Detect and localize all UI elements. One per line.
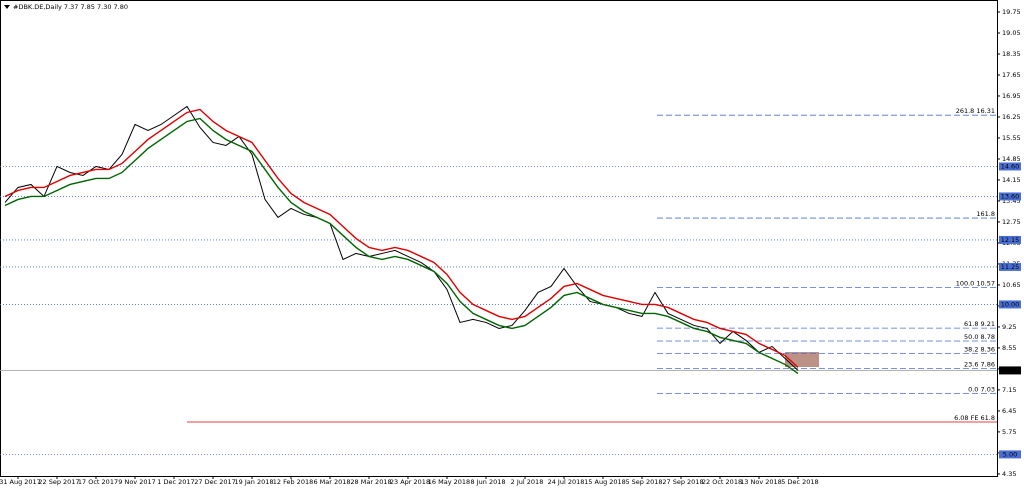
level-label: 14.60 xyxy=(1001,162,1020,170)
level-label: 10.00 xyxy=(1001,300,1020,308)
plot-frame xyxy=(0,0,998,477)
y-tick-label: 14.85 xyxy=(1002,155,1021,163)
y-tick-label: 18.35 xyxy=(1002,50,1021,58)
chart-title: #DBK.DE,Daily 7.37 7.85 7.30 7.80 xyxy=(13,3,128,11)
price-label: 7.80 xyxy=(1003,366,1017,374)
fib-label: 23.6 7.86 xyxy=(964,361,995,369)
level-label: 13.60 xyxy=(1001,192,1020,200)
level-tag xyxy=(999,300,1021,309)
fib-label: 261.8 16.31 xyxy=(956,107,995,115)
x-tick-label: 24 Jul 2018 xyxy=(548,478,585,486)
y-tick-label: 16.95 xyxy=(1002,92,1021,100)
menu-triangle xyxy=(4,5,10,9)
x-tick-label: 5 Dec 2018 xyxy=(781,478,818,486)
y-tick-label: 17.65 xyxy=(1002,71,1021,79)
level-tag xyxy=(999,450,1021,459)
y-tick-label: 16.25 xyxy=(1002,113,1021,121)
x-tick-label: 27 Sep 2018 xyxy=(662,478,703,486)
expansion-label: 6.08 FE 61.8 xyxy=(954,414,995,422)
y-tick-label: 19.05 xyxy=(1002,29,1021,37)
x-tick-label: 19 Jan 2018 xyxy=(235,478,274,486)
x-tick-label: 16 May 2018 xyxy=(428,478,470,486)
level-tag xyxy=(999,262,1021,271)
x-tick-label: 6 Mar 2018 xyxy=(313,478,350,486)
y-tick-label: 4.35 xyxy=(1002,470,1016,478)
level-label: 5.00 xyxy=(1003,450,1017,458)
series-line xyxy=(4,108,799,368)
y-tick-label: 14.15 xyxy=(1002,176,1021,184)
y-tick-label: 19.75 xyxy=(1002,8,1021,16)
price-tag xyxy=(999,366,1021,375)
x-tick-label: 23 Apr 2018 xyxy=(390,478,430,486)
x-tick-label: 8 Jun 2018 xyxy=(471,478,506,486)
series-line xyxy=(4,117,799,374)
x-tick-label: 13 Nov 2018 xyxy=(740,478,782,486)
x-tick-label: 1 Dec 2017 xyxy=(157,478,194,486)
level-tag xyxy=(999,235,1021,244)
x-tick-label: 15 Aug 2018 xyxy=(584,478,626,486)
series-line xyxy=(4,105,799,371)
x-tick-label: 12 Feb 2018 xyxy=(273,478,313,486)
level-label: 11.25 xyxy=(1001,263,1020,271)
fib-label: 61.8 9.21 xyxy=(964,320,995,328)
y-tick-label: 6.45 xyxy=(1002,407,1016,415)
x-tick-label: 2 Jul 2018 xyxy=(511,478,544,486)
fib-label: 100.0 10.57 xyxy=(956,279,995,287)
y-tick-label: 9.25 xyxy=(1002,323,1016,331)
y-tick-label: 15.55 xyxy=(1002,134,1021,142)
y-tick-label: 8.55 xyxy=(1002,344,1016,352)
x-tick-label: 17 Oct 2017 xyxy=(78,478,118,486)
x-tick-label: 22 Sep 2017 xyxy=(38,478,79,486)
y-tick-label: 13.45 xyxy=(1002,197,1021,205)
y-tick-label: 7.15 xyxy=(1002,386,1016,394)
fib-label: 38.2 8.36 xyxy=(964,346,995,354)
x-tick-label: 31 Aug 2017 xyxy=(0,478,41,486)
x-tick-label: 22 Oct 2018 xyxy=(702,478,742,486)
y-tick-label: 5.75 xyxy=(1002,428,1016,436)
x-tick-label: 5 Sep 2018 xyxy=(625,478,662,486)
x-tick-label: 9 Nov 2017 xyxy=(118,478,156,486)
fib-label: 0.0 7.03 xyxy=(968,386,995,394)
fib-label: 50.0 8.78 xyxy=(964,333,995,341)
level-label: 12.15 xyxy=(1001,236,1020,244)
fib-label: 161.8 xyxy=(976,210,995,218)
level-tag xyxy=(999,192,1021,201)
y-tick-label: 10.65 xyxy=(1002,281,1021,289)
x-tick-label: 27 Dec 2017 xyxy=(194,478,236,486)
y-tick-label: 12.75 xyxy=(1002,218,1021,226)
x-tick-label: 28 Mar 2018 xyxy=(350,478,391,486)
level-tag xyxy=(999,162,1021,171)
